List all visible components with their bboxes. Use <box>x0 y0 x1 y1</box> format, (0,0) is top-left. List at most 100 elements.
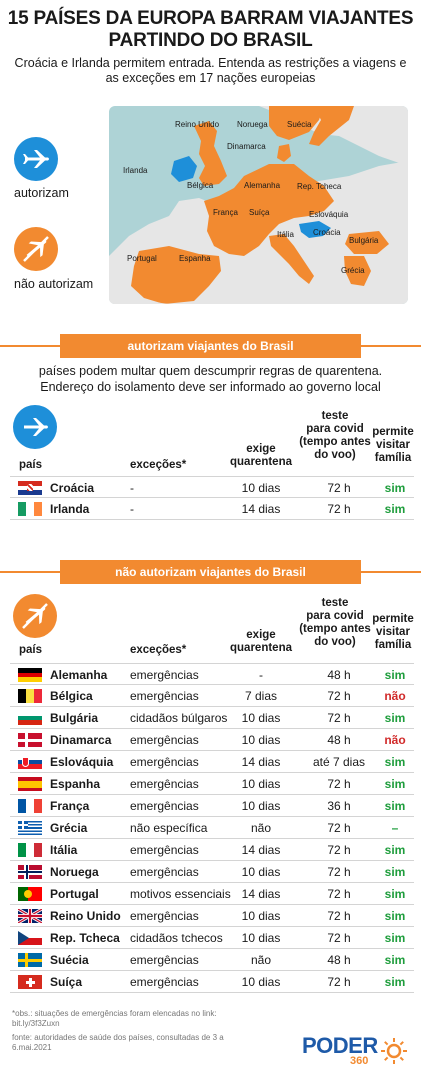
test-value: 48 h <box>327 668 351 682</box>
table-row: França emergências 10 dias 36 h sim <box>10 795 414 817</box>
test-value: 36 h <box>327 799 351 813</box>
deny-banner: não autorizam viajantes do Brasil <box>0 560 421 584</box>
allow-col-country: país <box>19 459 43 471</box>
uk-flag <box>18 909 42 923</box>
map-label-portugal: Portugal <box>127 254 157 263</box>
test-value: 72 h <box>327 502 351 516</box>
deny-col-test: teste para covid (tempo antes do voo) <box>291 597 379 649</box>
test-value: 72 h <box>327 777 351 791</box>
airplane-crossed-icon <box>14 227 58 271</box>
exceptions-value: emergências <box>130 843 199 857</box>
legend-allow-label: autorizam <box>14 186 69 200</box>
denmark-flag <box>18 733 42 747</box>
map-label-belgica: Bélgica <box>187 181 214 190</box>
subtitle-line-1: Croácia e Irlanda permitem entrada. Ente… <box>14 56 407 70</box>
deny-col-test-3: (tempo antes <box>299 623 371 635</box>
europe-map: Reino Unido Noruega Suécia Dinamarca Irl… <box>109 106 408 304</box>
deny-col-quarantine: exige quarentena <box>223 629 299 655</box>
deny-col-exceptions: exceções* <box>130 644 187 656</box>
country-name: Espanha <box>50 777 101 791</box>
map-label-reino-unido: Reino Unido <box>175 120 220 129</box>
deny-col-test-1: teste <box>321 597 349 609</box>
ireland-flag <box>18 502 42 516</box>
map-label-italia: Itália <box>277 230 294 239</box>
visit-value: sim <box>384 481 406 495</box>
exceptions-value: emergências <box>130 909 199 923</box>
visit-value: sim <box>384 502 406 516</box>
quarantine-value: 10 dias <box>241 799 281 813</box>
exceptions-value: - <box>130 481 134 495</box>
germany-flag <box>18 668 42 682</box>
exceptions-value: não específica <box>130 821 208 835</box>
sweden-flag <box>18 953 42 967</box>
czech-flag <box>18 931 42 945</box>
test-value: 72 h <box>327 689 351 703</box>
test-value: 48 h <box>327 733 351 747</box>
quarantine-value: 14 dias <box>241 843 281 857</box>
test-value: 72 h <box>327 909 351 923</box>
country-name: Alemanha <box>50 668 108 682</box>
map-label-alemanha: Alemanha <box>244 181 281 190</box>
allow-banner-label: autorizam viajantes do Brasil <box>60 334 361 358</box>
map-label-suica: Suíça <box>249 208 270 217</box>
country-name: Bulgária <box>50 711 99 725</box>
quarantine-value: não <box>250 953 272 967</box>
allow-col-visit-2: visitar <box>376 439 410 451</box>
allow-col-test-4: do voo) <box>314 449 356 461</box>
quarantine-value: 10 dias <box>241 777 281 791</box>
table-row: Alemanha emergências - 48 h sim <box>10 663 414 685</box>
test-value: 72 h <box>327 843 351 857</box>
exceptions-value: emergências <box>130 865 199 879</box>
country-name: Eslováquia <box>50 755 114 769</box>
france-flag <box>18 799 42 813</box>
croatia-flag <box>18 481 42 495</box>
footnote-source: fonte: autoridades de saúde dos países, … <box>12 1033 224 1053</box>
visit-value: sim <box>384 799 406 813</box>
map-label-espanha: Espanha <box>179 254 211 263</box>
allow-col-quarantine-2: quarentena <box>230 456 292 468</box>
deny-col-visit-2: visitar <box>376 626 410 638</box>
allow-note: países podem multar quem descumprir regr… <box>0 363 421 395</box>
visit-value: sim <box>384 953 406 967</box>
exceptions-value: emergências <box>130 799 199 813</box>
quarantine-value: 10 dias <box>241 975 281 989</box>
visit-value: sim <box>384 909 406 923</box>
allow-col-test-1: teste <box>321 410 349 422</box>
quarantine-value: 14 dias <box>241 502 281 516</box>
footnote-source-line-2: 6.mai.2021 <box>12 1043 52 1052</box>
country-name: Grécia <box>50 821 88 835</box>
exceptions-value: emergências <box>130 953 199 967</box>
bulgaria-flag <box>18 711 42 725</box>
test-value: 72 h <box>327 865 351 879</box>
quarantine-value: 10 dias <box>241 931 281 945</box>
test-value: 72 h <box>327 975 351 989</box>
map-label-eslovaquia: Eslováquia <box>309 210 349 219</box>
map-label-rep-tcheca: Rep. Tcheca <box>297 182 342 191</box>
greece-flag <box>18 821 42 835</box>
exceptions-value: emergências <box>130 777 199 791</box>
allow-col-visit-1: permite <box>372 426 414 438</box>
deny-table-airplane-crossed-icon <box>13 594 57 638</box>
belgium-flag <box>18 689 42 703</box>
page-title: 15 PAÍSES DA EUROPA BARRAM VIAJANTES PAR… <box>0 8 421 52</box>
table-row: Irlanda - 14 dias 72 h sim <box>10 498 414 520</box>
visit-value: sim <box>384 931 406 945</box>
allow-col-visit-3: família <box>374 452 412 464</box>
airplane-icon <box>14 137 58 181</box>
test-value: 72 h <box>327 711 351 725</box>
table-row: Espanha emergências 10 dias 72 h sim <box>10 773 414 795</box>
logo-sun-icon <box>381 1038 407 1064</box>
allow-banner: autorizam viajantes do Brasil <box>0 334 421 358</box>
table-row: Suécia emergências não 48 h sim <box>10 949 414 971</box>
test-value: 72 h <box>327 887 351 901</box>
table-row: Portugal motivos essenciais 14 dias 72 h sim <box>10 883 414 905</box>
deny-banner-label: não autorizam viajantes do Brasil <box>60 560 361 584</box>
table-row: Dinamarca emergências 10 dias 48 h não <box>10 729 414 751</box>
test-value: 72 h <box>327 931 351 945</box>
country-name: Portugal <box>50 887 99 901</box>
allow-col-exceptions: exceções* <box>130 459 187 471</box>
footnote-obs-link[interactable]: bit.ly/3f3Zuxn <box>12 1019 60 1028</box>
allow-col-visit: permite visitar família <box>370 426 416 465</box>
test-value: 72 h <box>327 821 351 835</box>
quarantine-value: - <box>259 668 263 682</box>
